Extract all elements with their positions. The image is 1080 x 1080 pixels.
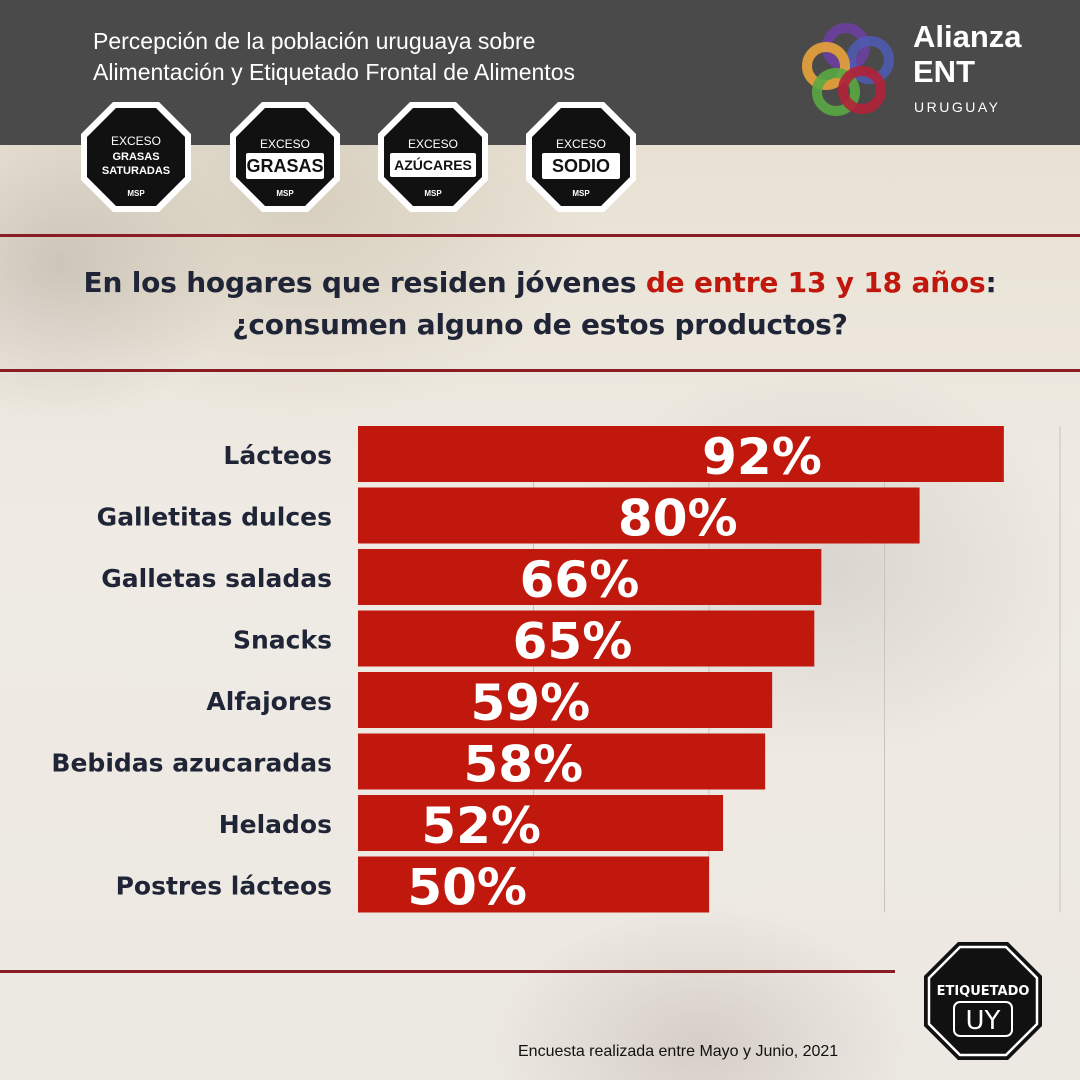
header-title-line1: Percepción de la población uruguaya sobr… bbox=[93, 28, 536, 54]
category-label: Postres lácteos bbox=[116, 872, 332, 901]
logo-name-line1: Alianza bbox=[913, 19, 1022, 54]
logo-ring-red bbox=[838, 66, 886, 114]
value-label: 59% bbox=[470, 674, 590, 732]
octagon-warning-icon: EXCESO GRASAS SATURADAS MSP bbox=[81, 102, 191, 212]
badge-top-text: EXCESO bbox=[111, 134, 161, 148]
header-title: Percepción de la población uruguaya sobr… bbox=[93, 26, 733, 88]
octagon-warning-icon: EXCESO GRASAS MSP bbox=[230, 102, 340, 212]
question-line2: ¿consumen alguno de estos productos? bbox=[232, 308, 848, 341]
etiquetado-uy-badge: ETIQUETADO UY bbox=[922, 940, 1044, 1062]
badge-exceso-grasas: EXCESO GRASAS MSP bbox=[228, 100, 342, 214]
category-label: Helados bbox=[219, 810, 332, 839]
octagon-warning-icon: EXCESO SODIO MSP bbox=[526, 102, 636, 212]
category-label: Bebidas azucaradas bbox=[51, 749, 332, 778]
bar bbox=[358, 733, 766, 790]
etiquetado-text: ETIQUETADO bbox=[937, 984, 1030, 999]
badge-main-text: GRASAS bbox=[112, 151, 159, 163]
logo-ring-orange bbox=[802, 42, 850, 90]
badge-exceso-azucares: EXCESO AZÚCARES MSP bbox=[376, 100, 490, 214]
category-label: Lácteos bbox=[223, 441, 332, 470]
category-label: Snacks bbox=[233, 626, 332, 655]
badge-bottom-text: MSP bbox=[424, 189, 442, 198]
header: Percepción de la población uruguaya sobr… bbox=[0, 0, 1080, 145]
category-label: Alfajores bbox=[206, 687, 332, 716]
question-heading: En los hogares que residen jóvenes de en… bbox=[0, 262, 1080, 346]
value-label: 58% bbox=[463, 736, 583, 794]
bar bbox=[358, 672, 773, 728]
bar bbox=[358, 487, 920, 544]
bar bbox=[358, 856, 709, 913]
question-line1: En los hogares que residen jóvenes de en… bbox=[0, 262, 1080, 304]
badge-top-text: EXCESO bbox=[556, 137, 606, 151]
badge-top-text: EXCESO bbox=[260, 137, 310, 151]
chart-bars: Lácteos 92% Galletitas dulces 80% Galletas s… bbox=[51, 426, 1004, 917]
badge-main-text: SODIO bbox=[552, 156, 610, 176]
value-label: 65% bbox=[513, 613, 633, 671]
badge-main-text: AZÚCARES bbox=[394, 156, 472, 173]
bar bbox=[358, 610, 815, 667]
category-label: Galletas saladas bbox=[101, 564, 332, 593]
badge-main-text: GRASAS bbox=[246, 156, 323, 176]
value-label: 92% bbox=[702, 428, 822, 486]
logo-name-line2: ENT bbox=[913, 54, 975, 89]
bar bbox=[358, 426, 1004, 482]
uy-text: UY bbox=[966, 1006, 1001, 1036]
badge-bottom-text: MSP bbox=[572, 189, 590, 198]
value-label: 50% bbox=[407, 859, 527, 917]
value-label: 80% bbox=[618, 490, 738, 548]
badge-bottom-text: MSP bbox=[127, 189, 145, 198]
bar bbox=[358, 795, 724, 851]
logo-ring-green bbox=[812, 68, 860, 116]
divider-top bbox=[0, 234, 1080, 237]
badge-exceso-grasas-saturadas: EXCESO GRASAS SATURADAS MSP bbox=[79, 100, 193, 214]
badge-top-text: EXCESO bbox=[408, 137, 458, 151]
question-highlight: de entre 13 y 18 años bbox=[645, 266, 986, 299]
badge-exceso-sodio: EXCESO SODIO MSP bbox=[524, 100, 638, 214]
bar-chart: Lácteos 92% Galletitas dulces 80% Galletas s… bbox=[51, 426, 1061, 917]
header-title-line2: Alimentación y Etiquetado Frontal de Ali… bbox=[93, 59, 575, 85]
octagon-etiquetado-icon: ETIQUETADO UY bbox=[924, 942, 1042, 1060]
category-label: Galletitas dulces bbox=[97, 503, 332, 532]
logo-country: URUGUAY bbox=[914, 99, 1001, 115]
badge-main-text-2: SATURADAS bbox=[102, 165, 170, 177]
divider-bottom bbox=[0, 970, 895, 973]
bar bbox=[358, 549, 822, 605]
survey-note: Encuesta realizada entre Mayo y Junio, 2… bbox=[518, 1043, 839, 1060]
question-part2: : bbox=[985, 266, 997, 299]
alianza-ent-logo-icon bbox=[802, 23, 894, 116]
logo-ring-blue bbox=[846, 36, 894, 84]
question-part1: En los hogares que residen jóvenes bbox=[83, 266, 646, 299]
octagon-warning-icon: EXCESO AZÚCARES MSP bbox=[378, 102, 488, 212]
divider-middle bbox=[0, 369, 1080, 372]
badge-bottom-text: MSP bbox=[276, 189, 294, 198]
value-label: 52% bbox=[421, 797, 541, 855]
value-label: 66% bbox=[520, 551, 640, 609]
